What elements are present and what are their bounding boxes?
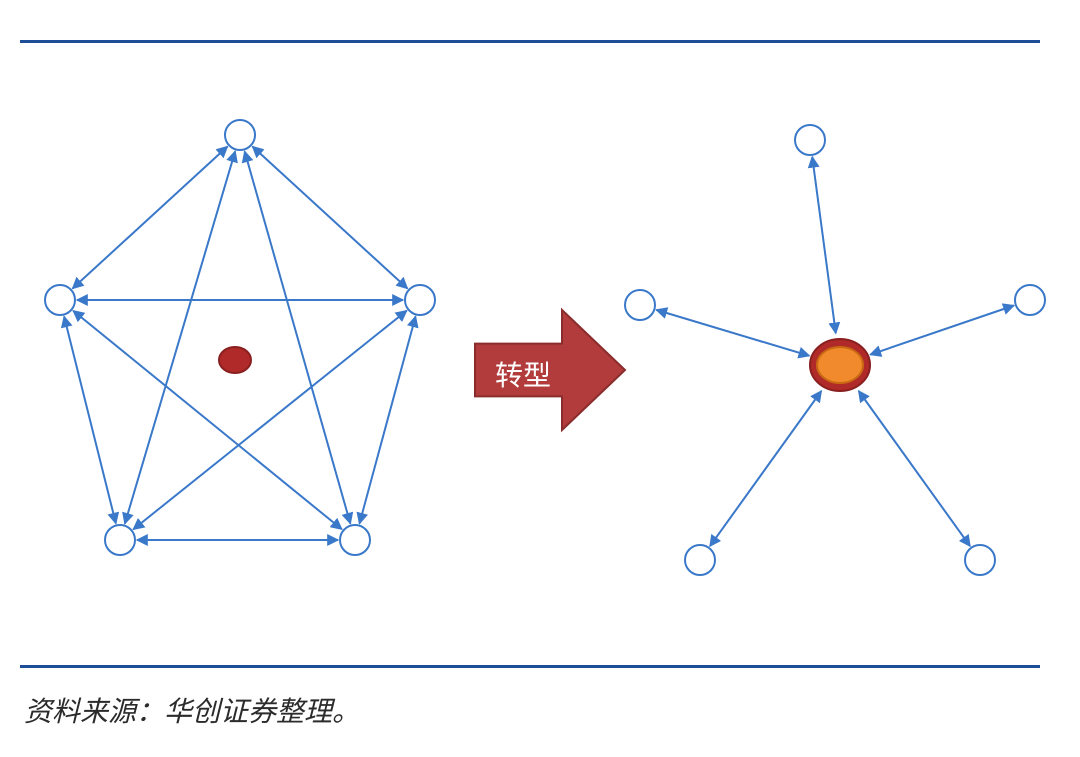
node bbox=[225, 120, 255, 150]
edge bbox=[73, 311, 342, 530]
transition-arrow-label: 转型 bbox=[495, 354, 551, 394]
node bbox=[340, 525, 370, 555]
node bbox=[625, 290, 655, 320]
edge bbox=[359, 316, 415, 523]
edge bbox=[245, 151, 351, 523]
node bbox=[105, 525, 135, 555]
node bbox=[685, 545, 715, 575]
edge bbox=[64, 316, 116, 523]
hub-inner bbox=[817, 347, 863, 383]
edge bbox=[125, 151, 235, 523]
edge bbox=[73, 146, 228, 288]
edge bbox=[133, 311, 406, 530]
node bbox=[45, 285, 75, 315]
node bbox=[405, 285, 435, 315]
node bbox=[965, 545, 995, 575]
spoke-edge bbox=[812, 157, 836, 333]
spoke-edge bbox=[656, 310, 809, 356]
edge bbox=[253, 146, 408, 288]
node bbox=[1015, 285, 1045, 315]
spoke-edge bbox=[870, 306, 1014, 355]
source-caption: 资料来源：华创证券整理。 bbox=[24, 690, 360, 730]
node bbox=[795, 125, 825, 155]
isolated-center-dot bbox=[219, 347, 251, 373]
spoke-edge bbox=[859, 391, 970, 546]
spoke-edge bbox=[710, 391, 821, 546]
